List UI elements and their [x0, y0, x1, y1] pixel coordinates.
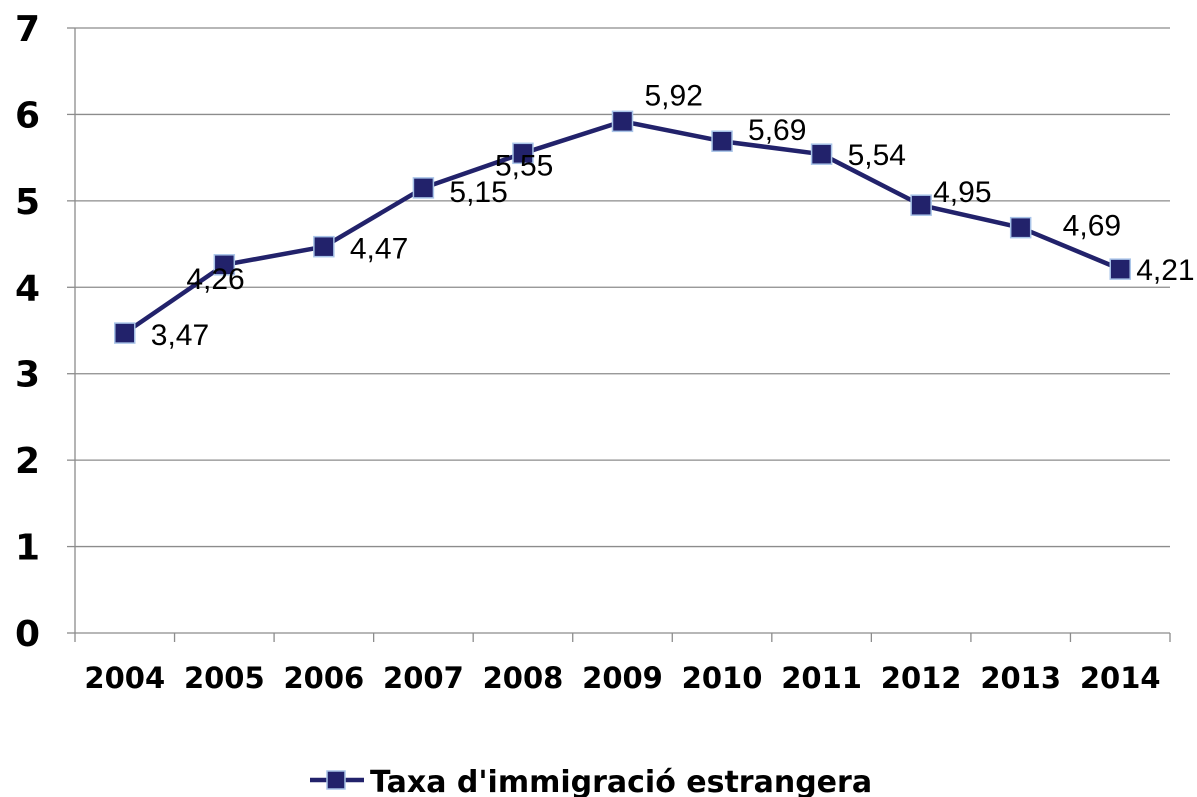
data-label: 4,21	[1136, 254, 1194, 287]
x-tick-label: 2011	[781, 661, 862, 695]
data-label: 5,54	[848, 139, 906, 172]
data-labels: 3,47 4,26 4,47 5,155,55 5,92 5,69 5,54 4,95 4,69…	[151, 79, 1195, 352]
data-point-marker	[1109, 258, 1131, 280]
data-label: 4,69	[1063, 210, 1121, 243]
x-tick-label: 2005	[184, 661, 265, 695]
y-tick-label: 4	[15, 268, 40, 309]
data-point-marker	[213, 254, 236, 276]
y-tick-label: 3	[15, 355, 40, 396]
data-label: 4,95	[933, 176, 991, 209]
legend-marker-icon	[326, 770, 346, 790]
data-point-marker	[114, 322, 136, 344]
y-tick-label: 7	[15, 9, 40, 50]
x-tick-labels: 2004 2005 2006 2007 2008 2009 2010 2011 2012 2013…	[84, 661, 1160, 695]
data-label: 5,69	[748, 114, 806, 147]
x-tick-label: 2004	[84, 661, 165, 695]
y-tick-labels: 0 1 2 3 4 5 6 7	[15, 9, 40, 655]
data-label: 5,55	[495, 149, 553, 182]
data-label: 5,15	[449, 176, 507, 209]
x-tick-label: 2010	[682, 661, 763, 695]
y-tick-label: 2	[15, 441, 40, 482]
data-label: 4,26	[186, 263, 244, 296]
data-point-marker	[611, 110, 634, 133]
x-tick-label: 2007	[383, 661, 464, 695]
legend-label: Taxa d'immigració estrangera	[370, 765, 872, 797]
data-point-marker	[1009, 216, 1032, 239]
data-label: 3,47	[151, 319, 209, 352]
y-tick-label: 1	[15, 528, 40, 569]
axes	[67, 27, 1171, 642]
x-tick-label: 2009	[582, 661, 663, 695]
data-point-marker	[313, 235, 335, 258]
series-line	[122, 119, 1123, 336]
x-tick-label: 2008	[483, 661, 564, 695]
y-tick-label: 0	[15, 614, 40, 655]
x-tick-label: 2014	[1080, 661, 1161, 695]
markers	[114, 110, 1131, 344]
data-point-marker	[412, 177, 435, 199]
data-point-marker	[512, 142, 534, 165]
series-line-group	[122, 119, 1123, 336]
data-point-marker	[711, 130, 733, 152]
x-tick-label: 2006	[284, 661, 365, 695]
data-label: 4,47	[350, 233, 408, 266]
data-point-marker	[910, 194, 932, 216]
legend: Taxa d'immigració estrangera	[310, 765, 872, 797]
data-label: 5,92	[645, 79, 703, 112]
data-point-marker	[810, 143, 833, 165]
y-tick-label: 5	[15, 182, 40, 223]
y-tick-label: 6	[15, 95, 40, 136]
x-tick-label: 2012	[881, 661, 962, 695]
x-tick-label: 2013	[980, 661, 1061, 695]
